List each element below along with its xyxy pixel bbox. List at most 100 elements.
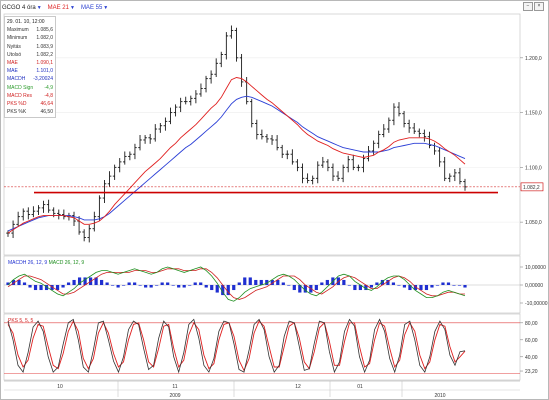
macd-histogram-bar xyxy=(22,282,27,285)
info-row-label: MACD Sign xyxy=(7,84,34,91)
macd-histogram-bar xyxy=(243,277,247,285)
mae55-line xyxy=(7,95,466,232)
info-row-value: 46,50 xyxy=(40,109,53,116)
macd-histogram-bar xyxy=(204,285,208,288)
last-value-badge xyxy=(520,182,544,192)
macd-histogram-bar xyxy=(303,285,307,293)
price-bar xyxy=(128,151,132,161)
close-icon: × xyxy=(537,3,541,9)
price-y-tick-label: 1.200,0 xyxy=(525,56,542,62)
price-bar xyxy=(41,200,46,213)
macd-histogram-bar xyxy=(265,279,269,285)
info-row-value: -3,20024 xyxy=(33,76,53,83)
price-y-tick-label: 1.100,0 xyxy=(525,165,542,171)
info-row-value: -4,9 xyxy=(44,84,53,91)
price-bar xyxy=(92,211,97,232)
info-row: MAE 1.101,0 xyxy=(7,67,53,75)
macd-histogram-bar xyxy=(122,285,126,286)
price-bar xyxy=(56,209,61,220)
info-row-value: 1.082,0 xyxy=(36,35,53,42)
minimize-button[interactable]: − xyxy=(523,2,533,11)
macd-histogram-bar xyxy=(292,285,296,291)
macd-histogram-bar xyxy=(325,279,329,285)
price-bar xyxy=(387,117,391,133)
price-bar xyxy=(392,103,396,126)
x-tick-label: 10 xyxy=(57,384,63,390)
macd-histogram-bar xyxy=(215,285,219,293)
pks-k-line xyxy=(7,318,466,374)
macd-histogram-bar xyxy=(270,279,274,285)
macd-histogram-bar xyxy=(237,282,241,285)
macd-signal-line xyxy=(7,268,465,300)
macd-histogram-bar xyxy=(39,285,43,291)
macd-histogram-bar xyxy=(364,285,368,291)
price-bar xyxy=(326,159,330,172)
price-bar xyxy=(407,119,411,133)
stochastic-y-tick-label: 40,00 xyxy=(525,355,538,361)
x-tick-label: 11 xyxy=(172,384,177,390)
price-bar xyxy=(21,208,26,221)
close-button[interactable]: × xyxy=(534,2,544,11)
minimize-icon: − xyxy=(526,3,530,9)
price-bar xyxy=(204,75,208,93)
price-bar xyxy=(427,131,432,149)
info-row: PKS %K 46,50 xyxy=(7,108,53,116)
price-bar xyxy=(122,151,127,165)
symbol-selector[interactable]: GCGO 4 óra ▼ xyxy=(2,5,42,11)
price-bar xyxy=(87,224,92,243)
price-bar xyxy=(422,129,427,142)
macd-histogram-bar xyxy=(177,285,181,288)
macd-histogram-bar xyxy=(127,282,131,285)
price-bar xyxy=(82,229,86,242)
info-row-label: MAE xyxy=(7,68,18,75)
price-y-tick-label: 1.050,0 xyxy=(525,220,542,226)
macd-histogram-bar xyxy=(17,279,21,285)
price-bar xyxy=(412,122,417,134)
macd-line xyxy=(7,266,466,302)
macd-histogram-bar xyxy=(144,285,148,288)
price-bar xyxy=(153,124,158,142)
macd-histogram-bar xyxy=(397,285,401,286)
price-bar xyxy=(26,207,31,220)
info-row-label: PKS %K xyxy=(7,109,27,116)
chevron-down-icon: ▼ xyxy=(103,5,109,11)
price-bar xyxy=(194,90,198,104)
macd-histogram-bar xyxy=(463,285,467,288)
macd-histogram-bar xyxy=(226,285,230,296)
price-bar xyxy=(255,119,259,140)
price-bar xyxy=(97,195,102,221)
x-tick-label: 12 xyxy=(295,384,301,390)
indicator-mae55-selector[interactable]: MAE 55 ▼ xyxy=(81,5,108,11)
macd-histogram-bar xyxy=(138,285,142,286)
price-bar xyxy=(376,130,381,149)
year-label: 2010 xyxy=(434,393,445,399)
price-bar xyxy=(458,167,462,185)
price-bar xyxy=(437,147,442,167)
info-row: Utolsó 1.082,2 xyxy=(7,51,53,59)
info-row: MACD Sign -4,9 xyxy=(7,84,53,92)
macd-histogram-bar xyxy=(111,285,115,286)
price-bar xyxy=(285,150,290,160)
price-bar xyxy=(143,135,147,144)
macd-histogram-bar xyxy=(188,285,192,286)
price-y-tick-label: 1.150,0 xyxy=(525,111,542,117)
macd-histogram-bar xyxy=(386,279,390,285)
price-bar xyxy=(300,163,305,184)
price-bar xyxy=(117,158,122,173)
price-bar xyxy=(31,206,36,218)
price-bar xyxy=(46,199,51,213)
chevron-down-icon: ▼ xyxy=(36,5,42,11)
macd-histogram-bar xyxy=(94,277,98,285)
macd-histogram-bar xyxy=(171,285,175,286)
price-bar xyxy=(168,107,173,125)
macd-histogram-bar xyxy=(441,282,445,285)
price-bar xyxy=(442,156,447,182)
price-bar xyxy=(133,143,137,160)
macd-histogram-bar xyxy=(210,285,214,291)
price-bar xyxy=(315,161,320,184)
price-bar xyxy=(275,135,279,151)
mae21-line xyxy=(7,77,466,234)
indicator-mae21-selector[interactable]: MAE 21 ▼ xyxy=(48,5,75,11)
x-tick-label: 01 xyxy=(357,384,363,390)
